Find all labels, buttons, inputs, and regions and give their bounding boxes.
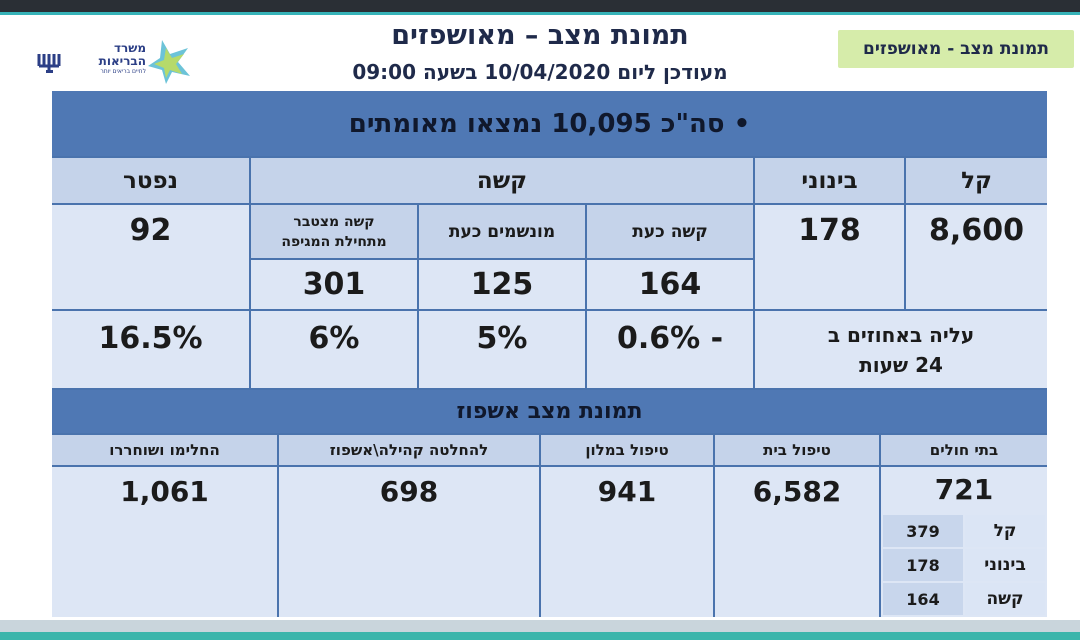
hosp-header-hotel: טיפול במלון <box>541 435 713 465</box>
ministry-tagline: לחיים בריאים יותר <box>100 68 146 75</box>
header-deceased: נפטר <box>52 158 249 203</box>
severe-now-label: קשה כעת <box>587 205 753 258</box>
status-panel: • סה"כ 10,095 נמצאו מאומתים קל בינוני קש… <box>52 91 1047 617</box>
hospitalization-banner: תמונת מצב אשפוז <box>52 390 1047 433</box>
ventilated-now-pct: 5% <box>419 311 585 388</box>
section-tag: תמונת מצב - מאושפזים <box>838 30 1074 68</box>
star-logo-icon <box>148 40 190 84</box>
header-light: קל <box>906 158 1047 203</box>
ventilated-now-label: מונשמים כעת <box>419 205 585 258</box>
severe-cumulative-pct: 6% <box>251 311 417 388</box>
page-title: תמונת מצב – מאושפזים <box>391 20 689 51</box>
total-confirmed-banner: • סה"כ 10,095 נמצאו מאומתים <box>52 91 1047 156</box>
severe-now-value: 164 <box>587 260 753 309</box>
update-timestamp: מעודכן ליום 10/04/2020 בשעה 09:00 <box>352 60 728 84</box>
screen-top-accent <box>0 12 1080 15</box>
hosp-header-pending: להחלטה קהילה\אשפוז <box>279 435 539 465</box>
slide-bottom-accent <box>0 632 1080 640</box>
ventilated-now-value: 125 <box>419 260 585 309</box>
hosp-value-pending: 698 <box>279 467 539 617</box>
severe-cumulative-label: קשה מצטבר מתחילת המגיפה <box>251 205 417 258</box>
hosp-header-recovered: החלימו ושוחררו <box>52 435 277 465</box>
severe-cumulative-value: 301 <box>251 260 417 309</box>
deceased-value: 92 <box>52 205 249 309</box>
hosp-header-home-care: טיפול בית <box>715 435 879 465</box>
breakdown-value-light: 379 <box>883 515 963 547</box>
menorah-icon <box>36 50 64 74</box>
header-moderate: בינוני <box>755 158 904 203</box>
deceased-pct: 16.5% <box>52 311 249 388</box>
ministry-name: משרד הבריאות לחיים בריאים יותר <box>76 42 146 76</box>
moderate-value: 178 <box>755 205 904 309</box>
hosp-value-hospitals: 721 <box>881 467 1047 512</box>
header-severe: קשה <box>251 158 753 203</box>
breakdown-label-severe: קשה <box>965 583 1045 615</box>
breakdown-label-light: קל <box>965 515 1045 547</box>
increase-label: עליה באחוזים ב 24 שעות <box>755 311 1047 388</box>
breakdown-value-moderate: 178 <box>883 549 963 581</box>
ministry-logo: משרד הבריאות לחיים בריאים יותר <box>36 38 190 88</box>
light-value: 8,600 <box>906 205 1047 309</box>
hosp-value-recovered: 1,061 <box>52 467 277 617</box>
severe-now-pct: - 0.6% <box>587 311 753 388</box>
hosp-value-home-care: 6,582 <box>715 467 879 617</box>
hosp-header-hospitals: בתי חולים <box>881 435 1047 465</box>
breakdown-value-severe: 164 <box>883 583 963 615</box>
breakdown-label-moderate: בינוני <box>965 549 1045 581</box>
screen-top-edge <box>0 0 1080 12</box>
hosp-value-hotel: 941 <box>541 467 713 617</box>
